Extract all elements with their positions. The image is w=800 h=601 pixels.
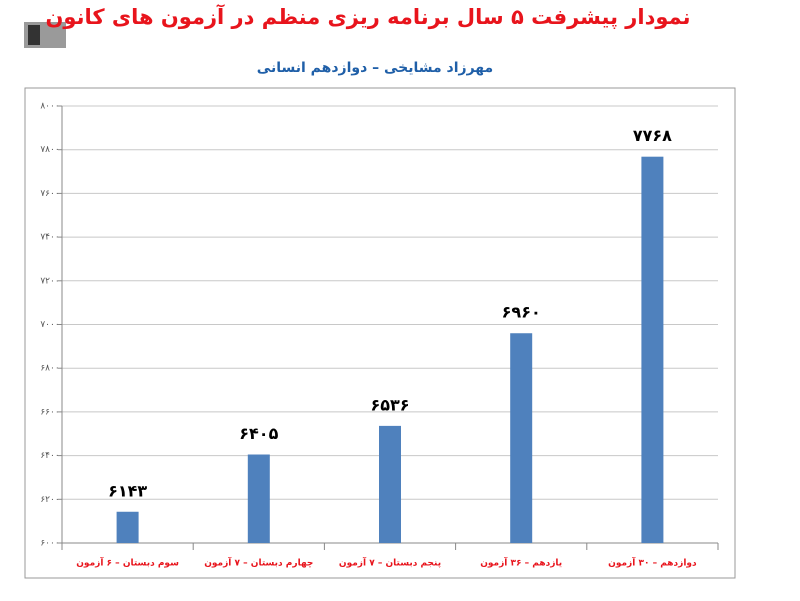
- x-tick-label: چهارم دبستان – ۷ آزمون: [204, 557, 313, 569]
- y-tick-label: ۶۴۰۰: [40, 451, 59, 461]
- chart-subtitle: مهرزاد مشایخی – دوازدهم انسانی: [257, 60, 493, 76]
- value-label: ۶۴۰۵: [239, 424, 278, 443]
- x-tick-label: پنجم دبستان – ۷ آزمون: [339, 557, 441, 569]
- bar: [116, 511, 139, 543]
- value-label: ۷۷۶۸: [633, 126, 672, 145]
- y-tick-label: ۶۸۰۰: [40, 364, 59, 374]
- value-label: ۶۹۶۰: [502, 303, 541, 322]
- value-label: ۶۵۳۶: [370, 395, 409, 414]
- bar: [247, 454, 270, 543]
- bar: [379, 425, 401, 543]
- y-tick-label: ۷۲۰۰: [40, 276, 59, 286]
- y-tick-label: ۶۰۰۰: [40, 539, 59, 549]
- y-tick-label: ۸۰۰۰: [40, 102, 59, 112]
- value-label: ۶۱۴۳: [108, 481, 147, 500]
- x-tick-label: یازدهم – ۳۶ آزمون: [480, 557, 562, 569]
- y-tick-label: ۶۶۰۰: [40, 407, 59, 417]
- bar: [641, 156, 664, 543]
- bar: [510, 333, 533, 543]
- y-tick-label: ۷۴۰۰: [40, 233, 59, 243]
- x-tick-label: دوازدهم – ۳۰ آزمون: [608, 557, 697, 569]
- x-tick-label: سوم دبستان – ۶ آزمون: [76, 557, 179, 569]
- chart-title: نمودار پیشرفت ۵ سال برنامه ریزی منظم در …: [45, 4, 690, 29]
- y-tick-label: ۷۰۰۰: [40, 320, 59, 330]
- y-tick-label: ۷۸۰۰: [40, 145, 59, 155]
- chart-frame: [24, 87, 736, 579]
- y-tick-label: ۷۶۰۰: [40, 189, 59, 199]
- logo-figure: [28, 25, 40, 45]
- y-tick-label: ۶۲۰۰: [40, 495, 59, 505]
